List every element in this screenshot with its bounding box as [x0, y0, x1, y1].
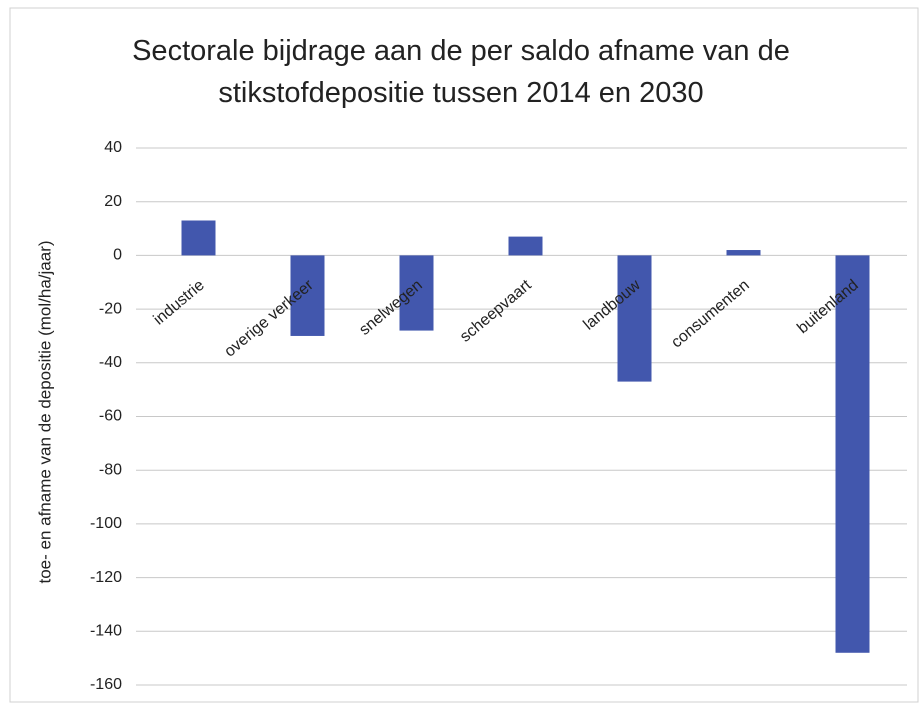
bar — [617, 255, 652, 382]
chart-title: Sectorale bijdrage aan de per saldo afna… — [132, 35, 790, 109]
y-tick-label: -120 — [90, 569, 122, 586]
y-tick-label: -160 — [90, 676, 122, 693]
y-tick-label: -140 — [90, 623, 122, 640]
bar — [181, 220, 216, 256]
x-tick-label: consumenten — [668, 277, 753, 352]
chart-frame — [9, 7, 919, 703]
x-tick-label: scheepvaart — [457, 276, 535, 345]
bar — [290, 255, 325, 336]
y-tick-label: -60 — [99, 408, 122, 425]
bar — [508, 236, 543, 256]
bar — [726, 250, 761, 256]
y-tick-label: -40 — [99, 354, 122, 371]
y-tick-label: 40 — [104, 139, 122, 156]
bar — [835, 255, 870, 653]
y-tick-label: -20 — [99, 300, 122, 317]
y-axis-label: toe- en afname van de depositie (mol/ha/… — [35, 240, 54, 583]
y-tick-label: 0 — [113, 247, 122, 264]
bar — [399, 255, 434, 331]
x-tick-label: industrie — [151, 277, 208, 329]
y-tick-label: -80 — [99, 461, 122, 478]
y-tick-label: 20 — [104, 193, 122, 210]
y-tick-label: -100 — [90, 515, 122, 532]
